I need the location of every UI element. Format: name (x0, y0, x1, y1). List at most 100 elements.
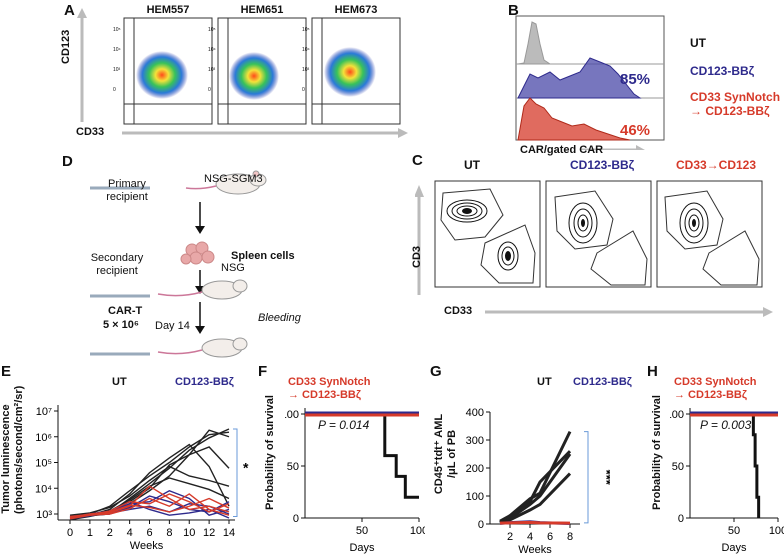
x-tick-label: 2 (507, 531, 513, 543)
x-tick-label: 8 (166, 527, 172, 539)
x-axis-label: Weeks (518, 544, 552, 556)
x-tick-label: 1 (87, 527, 93, 539)
panel-label-e: E (1, 363, 12, 380)
y-tick-label: 100 (285, 409, 299, 421)
series-line (499, 453, 572, 524)
panel-c-contour-plots (415, 180, 773, 317)
panel-d-nsg: NSG (221, 262, 245, 274)
panel-c-title-syn: CD33→CD123 (676, 158, 757, 172)
x-axis-label: Days (721, 542, 747, 554)
series-line (499, 450, 572, 524)
x-tick-label: 100 (410, 525, 425, 537)
series-line (499, 472, 572, 525)
mouse-icon-primary (185, 170, 267, 195)
survival-curve (305, 412, 419, 499)
panel-g-ylabel: CD45⁺tdt⁺ AML/μL of PB (433, 413, 458, 495)
panel-f-pvalue: P = 0.014 (318, 418, 370, 432)
x-tick-label: 0 (67, 527, 73, 539)
panel-a-title-1: HEM557 (146, 4, 190, 16)
y-tick-label: 300 (466, 435, 484, 447)
panel-label-c: C (412, 152, 423, 169)
panel-h-chart: 100 50 0 50 100 Days (670, 408, 784, 554)
y-tick-label: 10⁷ (36, 406, 52, 418)
panel-c-title-ut: UT (464, 158, 480, 172)
x-tick-label: 4 (527, 531, 533, 543)
y-tick-label: 50 (287, 461, 299, 473)
flow-plot-hem673 (311, 17, 401, 125)
panel-b-label-bbz: CD123-BBζ (690, 64, 755, 78)
x-tick-label: 50 (728, 525, 740, 537)
y-tick-label: 10⁴ (35, 483, 52, 495)
y-tick-label: 0 (678, 513, 684, 525)
panel-a-title-2: HEM651 (240, 4, 284, 16)
panel-b-label-syn: CD33 SynNotch → CD123-BBζ (690, 90, 781, 118)
x-axis-label: Days (349, 542, 375, 554)
panel-h-legend: CD33 SynNotch → CD123-BBζ (674, 376, 757, 401)
panel-g-legend-ut: UT (537, 376, 552, 388)
y-tick-label: 0 (478, 519, 484, 531)
panel-g-chart: 400 300 200 100 0 2 4 6 8 Weeks *** (466, 407, 610, 556)
panel-d-spleen-cells: Spleen cells (231, 250, 295, 262)
panel-c-ylabel: CD3 (411, 245, 423, 268)
y-tick-label: 100 (466, 491, 484, 503)
y-tick-label: 10⁵ (35, 458, 52, 470)
y-tick-label: 0 (293, 513, 299, 525)
panel-a-flow-plots (77, 8, 408, 138)
panel-b-label-ut: UT (690, 36, 706, 50)
x-tick-label: 14 (223, 527, 235, 539)
panel-label-h: H (647, 363, 658, 380)
panel-a-ylabel: CD123 (60, 29, 72, 64)
panel-label-a: A (64, 2, 75, 19)
histogram-bbz (517, 57, 642, 99)
y-tick-label: 50 (672, 461, 684, 473)
histogram-syn (517, 97, 631, 141)
y-tick-label: 100 (670, 409, 684, 421)
panel-d-dose: 5 × 10⁶ (103, 319, 139, 331)
panel-d-schematic (90, 170, 267, 358)
panel-d-cart: CAR-T (108, 305, 143, 317)
panel-label-f: F (258, 363, 268, 380)
series-line (69, 493, 230, 520)
panel-a-yticks-2: 10⁵ 10⁴ 10³ 0 (208, 27, 216, 93)
panel-d-nsg-sgm3: NSG-SGM3 (204, 173, 263, 185)
panel-b-histograms (515, 15, 665, 150)
series-line (499, 520, 571, 525)
panel-d-bleeding: Bleeding (258, 312, 301, 324)
x-tick-label: 4 (127, 527, 133, 539)
x-tick-label: 6 (547, 531, 553, 543)
histogram-ut (517, 21, 552, 65)
x-axis-label: Weeks (130, 540, 164, 552)
panel-d-day: Day 14 (155, 320, 190, 332)
flow-plot-hem557 (123, 17, 213, 125)
panel-b-xlabel: CAR/gated CAR (520, 144, 604, 156)
panel-label-b: B (508, 2, 519, 19)
panel-g-legend-bbz: CD123-BBζ (573, 376, 632, 388)
mouse-icon-secondary (157, 279, 248, 300)
panel-f-ylabel: Probability of survival (264, 395, 276, 510)
panel-h-pvalue: P = 0.003 (700, 418, 752, 432)
x-tick-label: 50 (356, 525, 368, 537)
panel-c-xlabel: CD33 (444, 305, 473, 317)
x-tick-label: 100 (769, 525, 784, 537)
y-tick-label: 10⁶ (35, 432, 52, 444)
contour-plot-bbz (545, 180, 652, 288)
contour-plot-syn (656, 180, 763, 288)
y-tick-label: 10³ (36, 509, 52, 521)
panel-e-legend-bbz: CD123-BBζ (175, 376, 234, 388)
panel-e-ylabel: Tumor luminescence (photons/second/cm²/sr… (0, 385, 25, 514)
mouse-icon-bleeding (157, 337, 248, 358)
panel-c-title-bbz: CD123-BBζ (570, 158, 635, 172)
x-tick-label: 10 (183, 527, 195, 539)
panel-e-legend-ut: UT (112, 376, 127, 388)
series-line (69, 465, 230, 516)
flow-plot-hem651 (217, 17, 307, 125)
survival-curve (690, 412, 761, 518)
x-tick-label: 6 (146, 527, 152, 539)
panel-d-primary-recipient: Primary recipient (106, 178, 148, 203)
x-tick-label: 12 (203, 527, 215, 539)
panel-a-yticks: 10⁵ 10⁴ 10³ 0 (113, 27, 121, 93)
significance-star: * (243, 460, 249, 476)
panel-a-xlabel: CD33 (76, 126, 105, 138)
significance-stars: *** (599, 470, 610, 486)
